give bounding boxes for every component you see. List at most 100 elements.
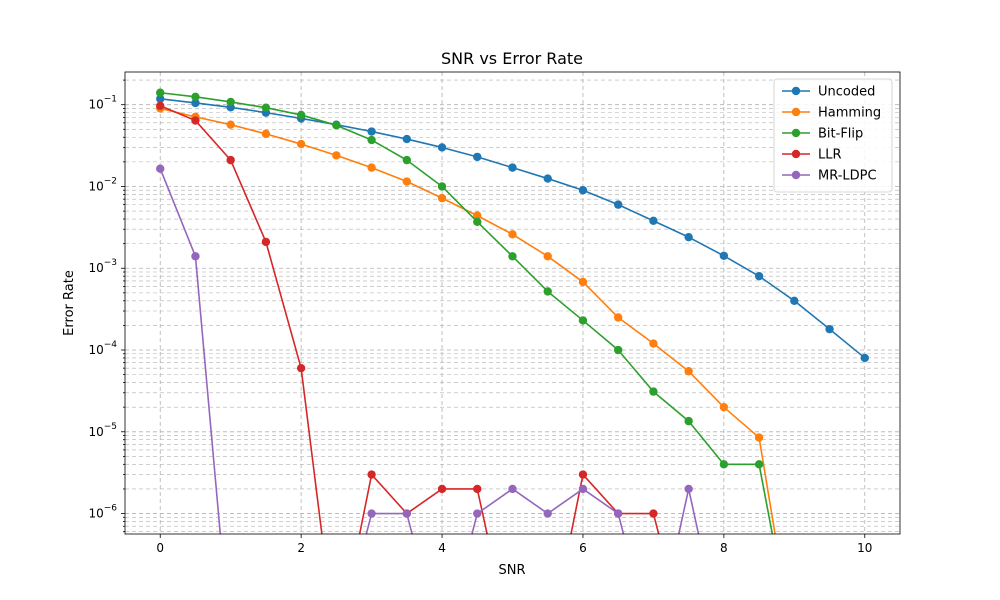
data-point-uncoded bbox=[156, 94, 165, 104]
data-point-uncoded bbox=[860, 353, 869, 363]
data-point-uncoded bbox=[402, 134, 412, 144]
legend-label: Uncoded bbox=[818, 85, 875, 100]
data-point-hamming bbox=[754, 433, 764, 442]
legend-marker bbox=[791, 86, 801, 96]
legend-marker bbox=[791, 107, 801, 117]
legend-item-hamming: Hamming bbox=[782, 106, 881, 121]
data-point-mr-ldpc bbox=[613, 509, 623, 518]
data-point-mr-ldpc bbox=[367, 509, 376, 518]
data-point-mr-ldpc bbox=[578, 484, 588, 494]
legend-marker bbox=[791, 170, 801, 180]
data-point-bit-flip bbox=[226, 97, 235, 107]
data-point-bit-flip bbox=[402, 155, 412, 165]
data-point-hamming bbox=[261, 129, 271, 139]
data-point-hamming bbox=[437, 193, 447, 203]
legend-item-mr-ldpc: MR-LDPC bbox=[782, 169, 877, 184]
data-point-bit-flip bbox=[296, 110, 306, 120]
data-point-bit-flip bbox=[367, 135, 376, 145]
data-point-llr bbox=[649, 509, 658, 518]
data-point-hamming bbox=[684, 367, 693, 376]
data-point-bit-flip bbox=[473, 217, 482, 226]
data-point-uncoded bbox=[754, 271, 764, 281]
legend-marker bbox=[791, 128, 801, 138]
data-point-hamming bbox=[402, 177, 412, 186]
data-point-uncoded bbox=[684, 232, 693, 242]
data-point-uncoded bbox=[473, 152, 482, 162]
chart-title: SNR vs Error Rate bbox=[441, 49, 583, 68]
data-point-llr bbox=[296, 363, 306, 373]
data-point-uncoded bbox=[437, 143, 447, 152]
y-tick-label: 10−3 bbox=[88, 258, 117, 275]
data-point-hamming bbox=[578, 277, 588, 287]
data-point-llr bbox=[473, 484, 482, 494]
axis-ticks: 0 2 4 6 8 10 10−6 10−5 10−4 10−3 10−2 10−1 bbox=[88, 79, 872, 555]
legend-label: Hamming bbox=[818, 106, 881, 121]
data-point-hamming bbox=[613, 313, 623, 322]
data-point-uncoded bbox=[790, 296, 799, 305]
plot-frame bbox=[124, 71, 901, 535]
data-point-llr bbox=[261, 237, 271, 247]
data-point-mr-ldpc bbox=[191, 252, 200, 261]
legend-box bbox=[773, 78, 893, 193]
data-point-bit-flip bbox=[261, 103, 271, 112]
data-point-llr bbox=[156, 101, 165, 110]
data-point-hamming bbox=[473, 211, 482, 220]
legend-item-uncoded: Uncoded bbox=[782, 85, 875, 100]
legend-item-bit-flip: Bit-Flip bbox=[782, 127, 863, 142]
data-point-llr bbox=[191, 116, 200, 125]
data-point-mr-ldpc bbox=[402, 509, 412, 518]
data-point-bit-flip bbox=[191, 92, 200, 101]
data-point-mr-ldpc bbox=[684, 484, 693, 494]
data-point-bit-flip bbox=[508, 252, 517, 261]
x-tick-label: 4 bbox=[438, 541, 446, 555]
data-point-bit-flip bbox=[649, 387, 658, 396]
data-point-bit-flip bbox=[543, 287, 552, 296]
x-tick-label: 10 bbox=[857, 541, 872, 555]
series-clip-group bbox=[156, 88, 869, 534]
data-point-mr-ldpc bbox=[156, 164, 165, 173]
data-point-uncoded bbox=[543, 174, 552, 183]
data-point-uncoded bbox=[191, 98, 200, 108]
legend-item-llr: LLR bbox=[782, 148, 842, 163]
data-point-bit-flip bbox=[332, 121, 341, 130]
legend-label: Bit-Flip bbox=[818, 127, 863, 142]
y-tick-label: 10−4 bbox=[88, 340, 117, 357]
data-point-bit-flip bbox=[684, 416, 693, 426]
y-tick-label: 10−1 bbox=[88, 95, 117, 112]
data-point-hamming bbox=[508, 230, 517, 239]
data-point-mr-ldpc bbox=[508, 484, 517, 494]
series-mr-ldpc bbox=[156, 164, 700, 534]
x-tick-label: 2 bbox=[297, 541, 305, 555]
data-point-bit-flip bbox=[578, 316, 588, 325]
legend-label: MR-LDPC bbox=[818, 169, 877, 184]
data-point-uncoded bbox=[508, 163, 517, 172]
legend-label: LLR bbox=[818, 148, 842, 163]
x-tick-label: 0 bbox=[156, 541, 164, 555]
data-point-mr-ldpc bbox=[543, 509, 552, 518]
data-point-llr bbox=[367, 470, 376, 479]
data-point-hamming bbox=[226, 120, 235, 129]
legend-marker bbox=[791, 149, 801, 159]
data-point-bit-flip bbox=[156, 88, 165, 97]
series-hamming bbox=[156, 104, 776, 534]
data-point-bit-flip bbox=[754, 460, 764, 469]
data-point-hamming bbox=[367, 163, 376, 172]
x-axis-label: SNR bbox=[498, 563, 525, 578]
x-tick-label: 6 bbox=[579, 541, 587, 555]
data-point-llr bbox=[578, 470, 588, 479]
y-tick-label: 10−2 bbox=[88, 176, 117, 193]
data-point-bit-flip bbox=[613, 345, 623, 355]
data-point-uncoded bbox=[367, 127, 376, 136]
data-point-uncoded bbox=[613, 200, 623, 209]
y-tick-label: 10−5 bbox=[88, 422, 117, 439]
data-point-uncoded bbox=[578, 186, 588, 195]
data-point-bit-flip bbox=[437, 182, 447, 191]
legend: Uncoded Hamming Bit-Flip LLR MR-LDPC bbox=[773, 78, 893, 193]
data-point-llr bbox=[437, 484, 447, 494]
data-point-hamming bbox=[719, 402, 729, 412]
y-axis-label: Error Rate bbox=[62, 270, 77, 336]
data-point-hamming bbox=[649, 339, 658, 348]
series-bit-flip bbox=[156, 88, 774, 534]
data-point-llr bbox=[226, 155, 235, 165]
data-point-hamming bbox=[332, 151, 341, 160]
